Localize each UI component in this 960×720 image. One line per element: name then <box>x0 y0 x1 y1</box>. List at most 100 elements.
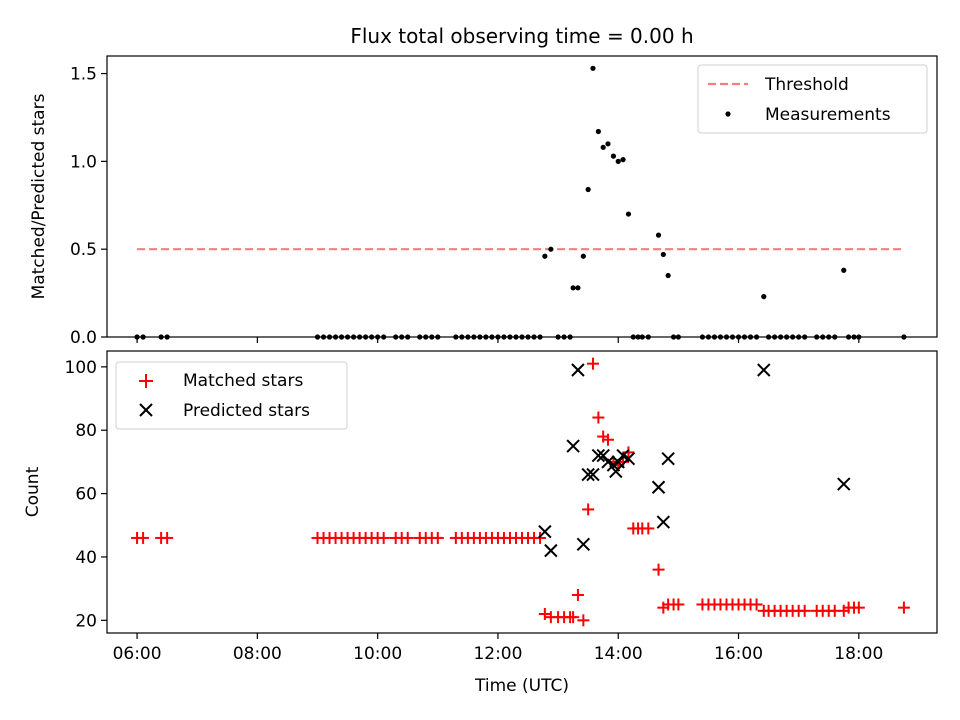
predicted-star-point <box>576 537 591 551</box>
measurement-point <box>595 128 601 135</box>
matched-star-point <box>642 522 655 535</box>
measurement-point <box>741 334 748 340</box>
measurement-point <box>841 267 847 273</box>
measurement-point <box>363 334 369 340</box>
predicted-star-point <box>661 452 675 466</box>
measurement-point <box>495 334 501 340</box>
x-axis-label: Time (UTC) <box>474 676 569 696</box>
matched-star-point <box>586 357 599 370</box>
measurement-point <box>537 334 543 340</box>
measurement-point <box>670 334 677 340</box>
top-legend: Threshold Measurements <box>697 64 928 134</box>
predicted-star-point <box>837 477 851 491</box>
bottom-panel: Count Time (UTC) 20 40 60 80 100 06:00 08:00 1… <box>23 350 938 696</box>
measurement-point <box>655 232 662 238</box>
predicted-star-point <box>544 543 558 558</box>
matched-star-point <box>571 588 584 601</box>
measurement-point <box>856 334 862 340</box>
measurement-point <box>338 334 345 340</box>
measurement-point <box>513 334 519 340</box>
bottom-panel-frame <box>106 350 938 634</box>
measurement-point <box>790 334 796 340</box>
matched-star-point <box>161 531 174 544</box>
measurement-point <box>620 157 626 163</box>
measurement-point <box>429 334 435 340</box>
measurement-point <box>832 334 838 340</box>
measurement-point <box>645 334 651 340</box>
measurement-point <box>164 334 170 340</box>
matched-star-point <box>577 614 590 627</box>
measurement-point <box>483 334 489 340</box>
measurement-point <box>784 334 790 340</box>
top-marks <box>134 65 907 340</box>
predicted-star-point <box>621 452 636 466</box>
measurement-point <box>814 334 820 340</box>
measurement-point <box>615 158 621 164</box>
bottom-y-tick-label: 20 <box>75 611 97 631</box>
measurement-point <box>477 334 483 340</box>
measurement-point <box>723 334 730 340</box>
measurement-point <box>489 334 495 340</box>
measurement-point <box>610 153 617 159</box>
measurement-point <box>772 334 778 340</box>
matched-star-point <box>602 433 615 446</box>
measurement-point <box>675 334 681 340</box>
predicted-star-point <box>586 467 600 482</box>
measurement-point <box>717 334 724 340</box>
measurement-point <box>381 334 387 340</box>
legend-matched-label: Matched stars <box>183 371 303 391</box>
measurement-point <box>639 334 645 340</box>
x-tick-label: 12:00 <box>473 644 522 664</box>
bottom-legend: Matched stars Predicted stars <box>115 361 348 430</box>
measurement-point <box>580 253 586 259</box>
measurement-point <box>729 334 736 340</box>
top-y-axis-label: Matched/Predicted stars <box>29 93 49 299</box>
predicted-star-point <box>571 363 585 377</box>
bottom-y-tick-label: 60 <box>75 485 97 505</box>
matched-star-point <box>582 503 595 516</box>
bottom-y-tick-label: 100 <box>65 358 97 378</box>
measurement-point <box>711 334 718 340</box>
measurement-point <box>326 334 333 340</box>
measurement-point <box>735 334 742 340</box>
legend-predicted-label: Predicted stars <box>183 401 310 421</box>
matched-star-point <box>897 601 910 614</box>
measurement-point <box>778 334 784 340</box>
measurement-point <box>548 246 554 252</box>
predicted-star-point <box>757 363 771 377</box>
measurement-point <box>699 334 706 340</box>
top-y-tick-label: 1.5 <box>70 65 97 85</box>
measurement-point <box>561 334 567 340</box>
matched-star-point <box>798 604 811 617</box>
legend-measurements-swatch <box>725 111 731 117</box>
legend-threshold-label: Threshold <box>764 75 849 95</box>
measurement-point <box>507 334 513 340</box>
top-y-tick-label: 0.0 <box>70 328 97 348</box>
measurement-point <box>369 334 375 340</box>
measurement-point <box>705 334 712 340</box>
measurement-point <box>765 334 772 340</box>
matched-star-point <box>431 531 444 544</box>
predicted-star-point <box>566 439 580 453</box>
bottom-y-axis-label: Count <box>23 466 43 517</box>
top-y-tick-label: 0.5 <box>70 240 97 260</box>
bottom-legend-box <box>115 361 348 430</box>
measurement-point <box>555 334 561 340</box>
matched-star-point <box>652 563 665 576</box>
measurement-point <box>542 253 548 259</box>
measurement-point <box>471 334 477 340</box>
predicted-star-point <box>591 448 606 463</box>
x-tick-label: 18:00 <box>834 644 883 664</box>
bottom-y-tick-label: 80 <box>75 421 97 441</box>
measurement-point <box>665 272 671 279</box>
predicted-star-point <box>656 515 671 529</box>
measurement-point <box>375 334 381 340</box>
legend-matched-swatch <box>139 374 153 388</box>
matched-star-point <box>592 411 605 424</box>
measurement-point <box>567 334 573 340</box>
matched-star-point <box>401 531 414 544</box>
predicted-star-point <box>651 480 666 494</box>
measurement-point <box>901 334 907 340</box>
measurement-point <box>630 334 636 340</box>
